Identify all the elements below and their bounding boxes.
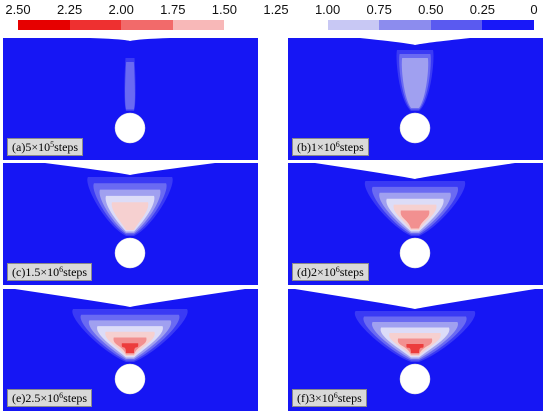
tunnel-circle (399, 237, 431, 269)
surface-settlement-trough (3, 161, 258, 175)
legend-tick-label: 1.00 (314, 2, 341, 17)
tunnel-circle (114, 363, 146, 395)
legend-tick-label: 2.50 (5, 2, 31, 17)
tunnel-circle (399, 112, 431, 144)
panel-caption-d: (d)2×106steps (292, 263, 369, 281)
legend-color-segment (430, 20, 483, 30)
legend-tick-label: 1.50 (211, 2, 238, 17)
legend-tick-label: 0.50 (418, 2, 444, 17)
tunnel-circle (114, 112, 146, 144)
legend-color-segment (224, 20, 277, 30)
panel-d: (d)2×106steps (288, 161, 543, 285)
stress-contour-band (121, 343, 139, 353)
stress-contour-band (125, 62, 135, 110)
surface-settlement-trough (288, 36, 543, 45)
surface-settlement-trough (3, 36, 258, 41)
panel-caption-e: (e)2.5×106steps (7, 389, 93, 407)
panel-b: (b)1×106steps (288, 36, 543, 160)
panel-e: (e)2.5×106steps (3, 287, 258, 411)
stress-contour-band (400, 210, 430, 229)
panel-caption-b: (b)1×106steps (292, 138, 369, 156)
stress-contour-band (406, 344, 424, 353)
panel-a: (a)5×105steps (3, 36, 258, 160)
tunnel-circle (114, 237, 146, 269)
surface-settlement-trough (288, 287, 543, 309)
panel-c: (c)1.5×106steps (3, 161, 258, 285)
panel-caption-f: (f)3×106steps (292, 389, 367, 407)
legend-color-segment (172, 20, 225, 30)
legend-tick-label: 2.00 (108, 2, 134, 17)
legend-color-segment (482, 20, 535, 30)
simulation-image-c (3, 161, 258, 285)
panel-caption-c: (c)1.5×106steps (7, 263, 93, 281)
legend-tick-label: 1.25 (263, 2, 289, 17)
legend-tick-label: 0.25 (469, 2, 496, 17)
surface-settlement-trough (3, 287, 258, 307)
panel-f: (f)3×106steps (288, 287, 543, 411)
panel-caption-a: (a)5×105steps (7, 138, 84, 156)
legend-tick-label: 0 (530, 2, 538, 17)
legend-color-segment (379, 20, 432, 30)
surface-settlement-trough (288, 161, 543, 179)
legend-tick-label: 0.75 (366, 2, 392, 17)
legend-color-segment (276, 20, 329, 30)
color-scale-legend: 2.50 2.25 2.00 1.75 1.50 1.25 1.00 0.75 0.50 0.25… (0, 0, 550, 34)
legend-color-segment (18, 20, 71, 30)
legend-tick-label: 2.25 (56, 2, 83, 17)
tunnel-circle (399, 363, 431, 395)
stress-contour-band (111, 202, 149, 230)
stress-contour-band (401, 58, 429, 108)
legend-color-segment (327, 20, 380, 30)
legend-color-segment (69, 20, 122, 30)
legend-color-segment (121, 20, 174, 30)
legend-tick-label: 1.75 (160, 2, 186, 17)
simulation-image-f (288, 287, 543, 411)
